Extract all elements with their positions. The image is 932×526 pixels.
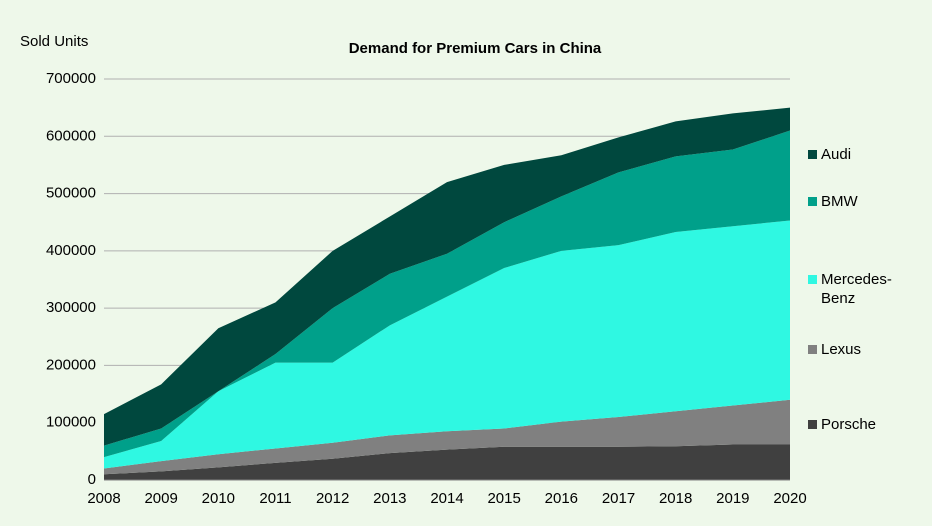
legend-item: Porsche: [808, 415, 901, 434]
chart-title: Demand for Premium Cars in China: [349, 40, 602, 57]
y-tick-label: 300000: [46, 299, 96, 316]
legend-label: Porsche: [821, 416, 877, 433]
y-tick-label: 600000: [46, 127, 96, 144]
y-tick-label: 0: [88, 471, 96, 488]
x-tick-label: 2012: [316, 490, 349, 507]
x-tick-label: 2020: [773, 490, 806, 507]
x-tick-label: 2017: [602, 490, 635, 507]
legend-swatch: [808, 345, 817, 354]
legend-item: BMW: [808, 192, 901, 211]
legend-swatch: [808, 150, 817, 159]
x-tick-label: 2019: [716, 490, 749, 507]
legend-label: BMW: [821, 193, 858, 210]
legend-swatch: [808, 275, 817, 284]
y-tick-label: 400000: [46, 242, 96, 259]
y-axis-label: Sold Units: [20, 33, 88, 50]
y-tick-label: 200000: [46, 356, 96, 373]
x-tick-label: 2016: [545, 490, 578, 507]
y-tick-label: 700000: [46, 70, 96, 87]
legend-label: Mercedes-Benz: [821, 271, 892, 307]
legend-item: Audi: [808, 145, 901, 164]
area: [104, 444, 790, 480]
legend-item: Lexus: [808, 340, 901, 359]
x-tick-label: 2018: [659, 490, 692, 507]
x-tick-label: 2015: [487, 490, 520, 507]
x-tick-label: 2009: [144, 490, 177, 507]
area: [104, 130, 790, 458]
legend-item: Mercedes-Benz: [808, 270, 901, 308]
legend-label: Audi: [821, 146, 852, 163]
x-tick-label: 2011: [259, 490, 291, 507]
area: [104, 220, 790, 469]
y-tick-label: 100000: [46, 414, 96, 431]
y-tick-label: 500000: [46, 185, 96, 202]
x-tick-label: 2014: [430, 490, 463, 507]
x-tick-label: 2008: [87, 490, 120, 507]
legend-swatch: [808, 420, 817, 429]
legend-swatch: [808, 197, 817, 206]
area: [104, 107, 790, 446]
area: [104, 399, 790, 475]
x-tick-label: 2010: [202, 490, 235, 507]
x-tick-label: 2013: [373, 490, 406, 507]
legend-label: Lexus: [821, 341, 862, 358]
